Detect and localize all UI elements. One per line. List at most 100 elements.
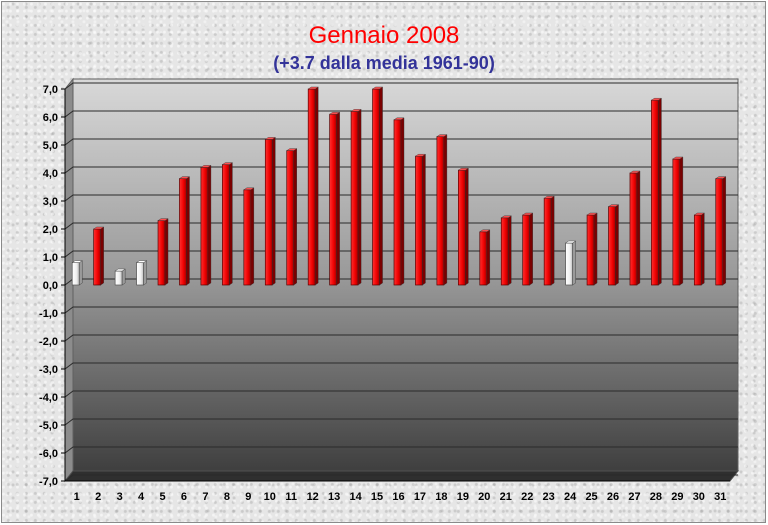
bar-side [508, 215, 512, 286]
gridline [64, 82, 738, 90]
bar-side [572, 240, 576, 286]
bar-front [415, 155, 423, 286]
bar-top [157, 218, 169, 221]
bar-side [550, 195, 555, 286]
bar-side [293, 148, 297, 286]
bar-side [79, 260, 83, 286]
bar-top [607, 204, 620, 207]
bar-top [650, 97, 663, 101]
bar-day-5 [157, 218, 169, 286]
bar-front [350, 111, 359, 286]
bar-top [672, 156, 684, 160]
bar-side [679, 156, 684, 286]
gridline [64, 138, 738, 146]
gridline [64, 334, 738, 342]
y-tick-label: -4,0 [39, 392, 58, 404]
bar-front [672, 158, 681, 286]
bar-side [486, 229, 491, 286]
bar-top [629, 170, 641, 174]
y-tick-label: -5,0 [39, 420, 58, 432]
bar-front [393, 119, 402, 286]
x-tick-label: 26 [607, 491, 619, 503]
gridline [64, 362, 738, 370]
gridline [64, 306, 738, 314]
bar-day-8 [221, 162, 234, 286]
bar-day-19 [457, 167, 470, 286]
bar-side [143, 260, 147, 286]
y-tick-label: -2,0 [39, 336, 58, 348]
bar-day-29 [672, 156, 684, 286]
bar-front [436, 136, 445, 286]
x-tick-label: 12 [307, 491, 319, 503]
bar-day-2 [93, 226, 105, 286]
x-tick-label: 2 [95, 491, 101, 503]
x-tick-label: 24 [564, 491, 577, 503]
bar-top [264, 137, 276, 140]
bar-front [71, 262, 80, 286]
bar-side [186, 176, 190, 286]
bar-front [286, 150, 295, 286]
bar-front [329, 113, 337, 286]
bar-side [250, 187, 255, 286]
x-tick-label: 28 [650, 491, 662, 503]
x-tick-label: 13 [328, 491, 340, 503]
gridline [64, 110, 738, 118]
x-tick-label: 3 [117, 491, 123, 503]
x-tick-label: 27 [628, 491, 640, 503]
bar-day-12 [307, 86, 319, 286]
y-tick-label: 2,0 [43, 224, 58, 236]
x-tick-label: 21 [500, 491, 512, 503]
bar-side [272, 137, 276, 286]
gridline [64, 194, 738, 202]
bar-front [586, 214, 595, 286]
gridline [64, 474, 738, 482]
bar-top [328, 111, 341, 115]
bar-front [243, 189, 252, 286]
bar-day-15 [371, 86, 384, 286]
bar-side [314, 86, 319, 286]
y-tick-label: -3,0 [39, 364, 58, 376]
bar-day-20 [479, 229, 491, 286]
bar-front [458, 169, 466, 286]
bar-side [207, 165, 212, 286]
x-tick-label: 14 [349, 491, 362, 503]
bar-top [135, 260, 148, 263]
bar-top [93, 226, 105, 230]
y-tick-label: 7,0 [43, 84, 58, 96]
bar-side [229, 162, 233, 286]
x-tick-label: 1 [74, 491, 80, 503]
bar-front [629, 172, 638, 286]
x-tick-label: 30 [693, 491, 705, 503]
bar-side [529, 212, 533, 286]
bar-day-18 [436, 134, 448, 286]
x-tick-label: 6 [181, 491, 187, 503]
x-tick-label: 20 [478, 491, 490, 503]
bar-day-27 [629, 170, 641, 286]
bar-front [693, 214, 702, 286]
bar-top [543, 195, 555, 199]
bar-day-17 [414, 153, 427, 286]
bar-side [121, 268, 126, 286]
bar-front [264, 139, 273, 286]
gridline [64, 222, 738, 230]
bar-front [222, 164, 230, 286]
y-tick-label: 3,0 [43, 196, 58, 208]
bar-side [100, 226, 104, 286]
x-tick-label: 17 [414, 491, 426, 503]
bar-side [357, 109, 362, 286]
bar-side [422, 153, 426, 286]
bar-front [715, 178, 724, 286]
y-tick-label: 5,0 [43, 140, 58, 152]
bar-top [500, 215, 512, 219]
bar-side [465, 167, 469, 286]
bar-side [164, 218, 169, 286]
gridline [64, 250, 738, 258]
bar-top [564, 240, 577, 244]
bar-top [286, 148, 298, 151]
bar-front [608, 206, 616, 286]
x-tick-label: 11 [285, 491, 297, 503]
bar-side [443, 134, 448, 286]
chart-title: Gennaio 2008 [308, 22, 460, 49]
bar-top [371, 86, 384, 90]
